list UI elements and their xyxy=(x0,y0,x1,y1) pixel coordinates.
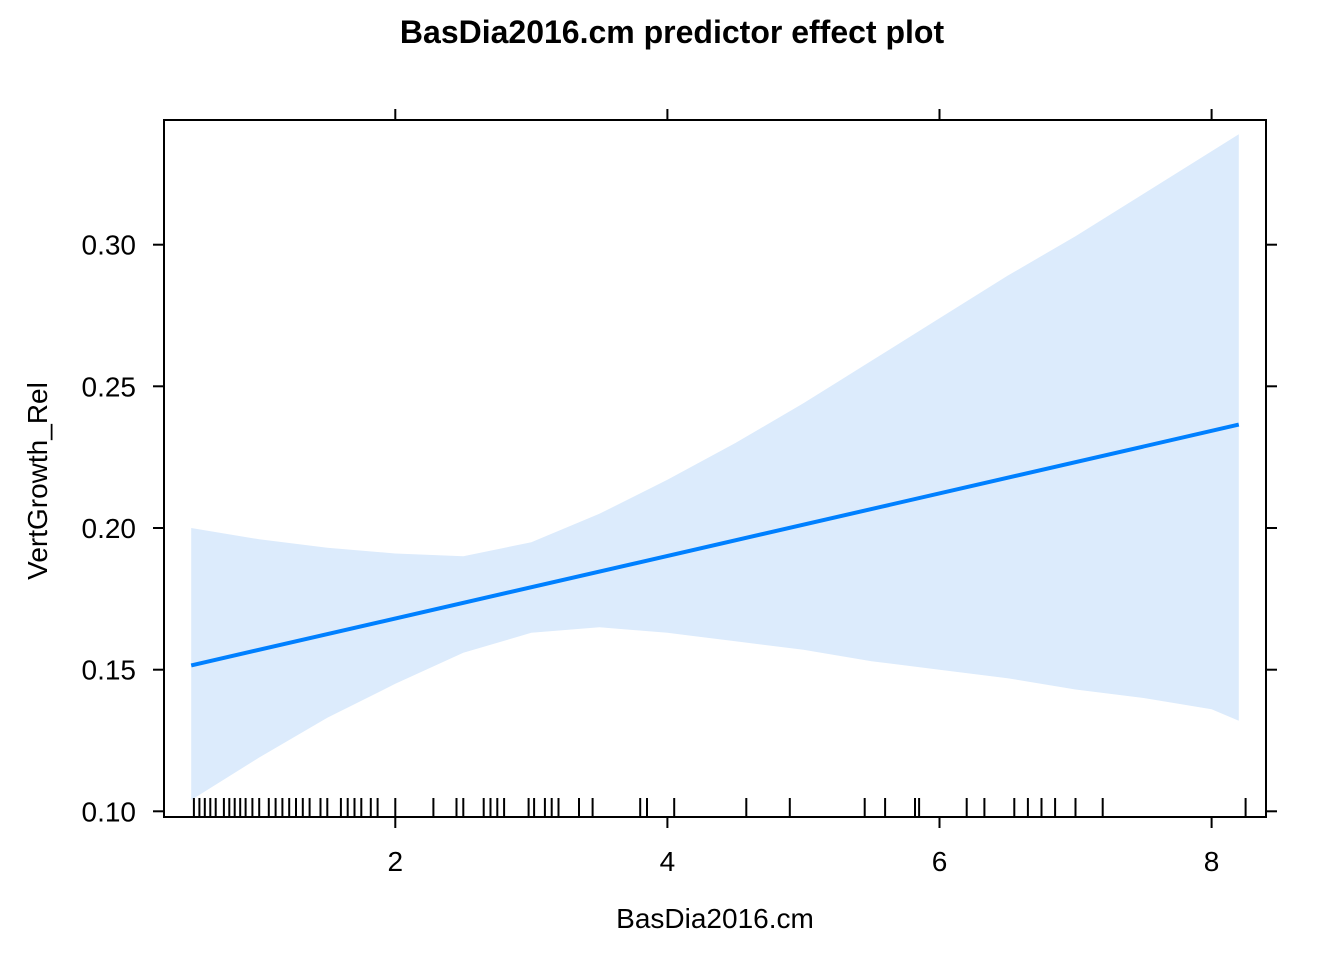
rug-layer xyxy=(192,798,1247,817)
x-tick-label: 4 xyxy=(660,846,676,877)
y-tick-label: 0.25 xyxy=(82,371,137,402)
y-tick-label: 0.10 xyxy=(82,796,137,827)
y-tick-label: 0.15 xyxy=(82,655,137,686)
y-tick-label: 0.20 xyxy=(82,513,137,544)
effect-line xyxy=(190,422,1240,668)
plot-frame xyxy=(163,119,1267,818)
effect-line-layer xyxy=(190,422,1240,668)
y-axis-ticks: 0.10 0.15 0.20 0.25 0.30 xyxy=(82,230,1277,827)
confidence-band xyxy=(191,134,1239,800)
x-tick-label: 6 xyxy=(932,846,948,877)
chart-title: BasDia2016.cm predictor effect plot xyxy=(400,14,945,50)
y-axis-label: VertGrowth_Rel xyxy=(22,382,53,580)
x-axis-ticks: 2 4 6 8 xyxy=(388,109,1220,877)
confidence-band-layer xyxy=(191,134,1239,800)
x-tick-label: 2 xyxy=(388,846,404,877)
y-tick-label: 0.30 xyxy=(82,230,137,261)
x-tick-label: 8 xyxy=(1204,846,1220,877)
x-axis-label: BasDia2016.cm xyxy=(616,903,814,934)
